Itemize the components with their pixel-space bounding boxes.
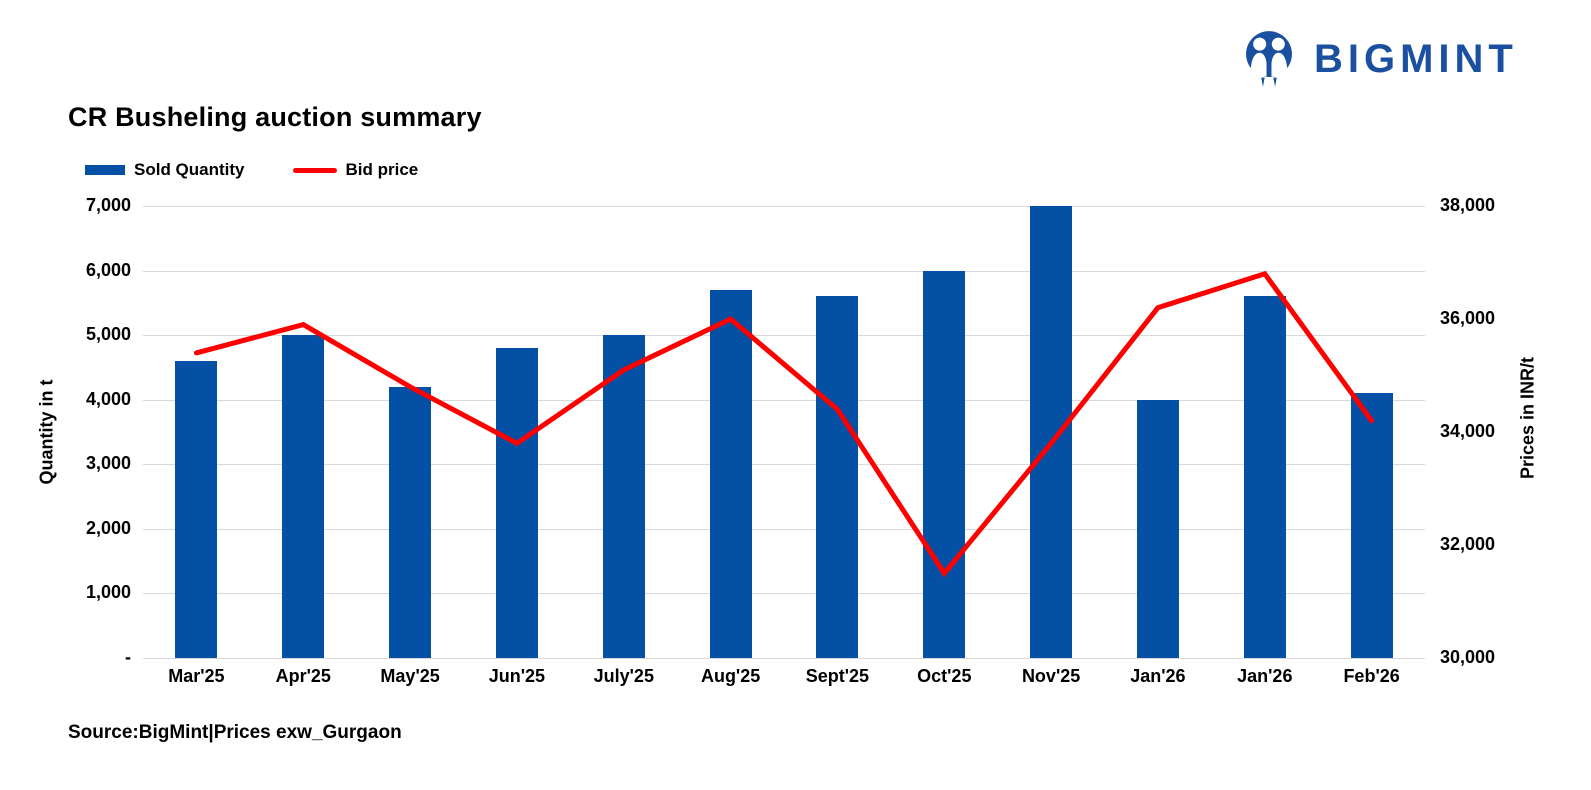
gridline xyxy=(143,464,1425,466)
y-tick-label: 2,000 xyxy=(85,517,131,538)
x-tick-label: Aug'25 xyxy=(700,666,761,686)
bar-mar-25-0 xyxy=(175,361,218,658)
y-tick-label: 1,000 xyxy=(85,582,131,603)
x-tick-label: Apr'25 xyxy=(275,666,331,686)
y-tick-label: - xyxy=(125,647,131,667)
y-tick-label: 5,000 xyxy=(85,324,131,345)
x-tick-label: Mar'25 xyxy=(168,666,225,686)
gridline xyxy=(143,593,1425,595)
bigmint-people-icon xyxy=(1246,31,1292,87)
bar-may-25-2 xyxy=(389,386,432,658)
bigmint-wordmark: BIGMINT xyxy=(1314,36,1518,81)
legend-item-bid-price: Bid price xyxy=(292,160,419,180)
y-tick-label: 6,000 xyxy=(85,259,131,280)
bar-apr-25-1 xyxy=(282,335,325,658)
y2-tick-label: 30,000 xyxy=(1440,647,1496,667)
gridline xyxy=(143,206,1425,207)
x-tick-label: July'25 xyxy=(593,666,654,686)
source-note: Source:BigMint|Prices exw_Gurgaon xyxy=(68,722,402,743)
x-tick-label: Sept'25 xyxy=(805,666,870,686)
y2-tick-label: 34,000 xyxy=(1440,421,1496,441)
legend-label-bid-price: Bid price xyxy=(345,160,419,179)
legend: Sold Quantity Bid price xyxy=(85,160,418,180)
bar-jun-25-3 xyxy=(495,348,538,658)
bar-jan-26-10 xyxy=(1243,296,1286,658)
x-tick-label: Nov'25 xyxy=(1021,666,1081,686)
bar-sept-25-6 xyxy=(816,296,859,658)
page-title: CR Busheling auction summary xyxy=(68,102,482,133)
x-tick-label: Jun'25 xyxy=(488,666,546,686)
x-tick-label: Feb'26 xyxy=(1343,666,1400,686)
y-tick-label: 4,000 xyxy=(85,388,131,409)
plot-area xyxy=(143,206,1425,659)
y2-tick-label: 36,000 xyxy=(1440,308,1496,328)
x-tick-label: Jan'26 xyxy=(1130,666,1186,686)
bar-nov-25-8 xyxy=(1030,206,1073,658)
x-tick-label: May'25 xyxy=(380,666,440,686)
bar-oct-25-7 xyxy=(923,270,966,658)
bar-jan-26-9 xyxy=(1136,399,1179,658)
bar-feb-26-11 xyxy=(1350,393,1393,658)
bigmint-logo: BIGMINT xyxy=(1238,28,1518,90)
line-swatch-icon xyxy=(292,167,337,173)
bar-swatch-icon xyxy=(85,165,125,175)
gridline xyxy=(143,658,1425,659)
legend-item-sold-quantity: Sold Quantity xyxy=(85,160,245,180)
legend-label-sold-quantity: Sold Quantity xyxy=(134,160,245,179)
gridline xyxy=(143,270,1425,272)
gridline xyxy=(143,399,1425,401)
x-tick-label: Jan'26 xyxy=(1237,666,1293,686)
y-tick-label: 3,000 xyxy=(85,453,131,474)
y2-tick-label: 32,000 xyxy=(1440,534,1496,554)
y-tick-label: 7,000 xyxy=(85,195,131,215)
x-tick-label: Oct'25 xyxy=(917,666,972,686)
bar-july-25-4 xyxy=(602,335,645,658)
gridline xyxy=(143,335,1425,337)
y2-tick-label: 38,000 xyxy=(1440,195,1496,215)
bid-price-line xyxy=(193,270,1375,578)
right-axis-title: Prices in INR/t xyxy=(1517,356,1538,480)
bar-aug-25-5 xyxy=(709,289,752,658)
gridline xyxy=(143,528,1425,530)
